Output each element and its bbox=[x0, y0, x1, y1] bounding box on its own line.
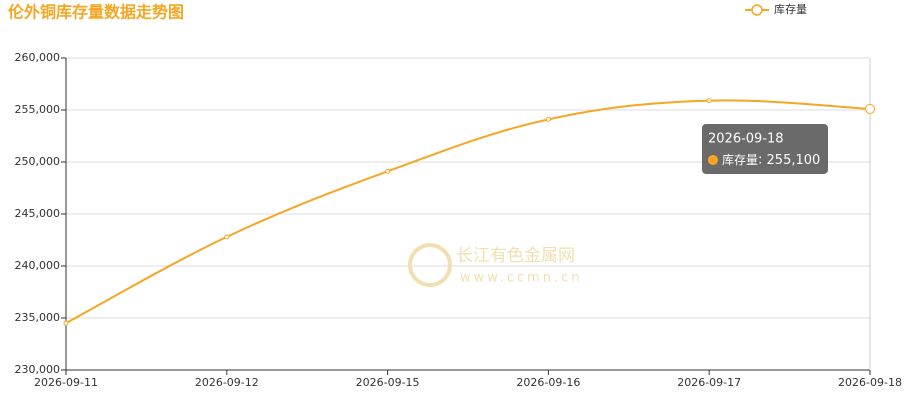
y-tick-label: 250,000 bbox=[15, 155, 61, 168]
x-tick-label: 2026-09-15 bbox=[356, 376, 420, 389]
x-tick-label: 2026-09-18 bbox=[838, 376, 902, 389]
tooltip-title: 2026-09-18 bbox=[708, 131, 784, 146]
watermark-logo bbox=[408, 243, 452, 287]
tooltip: 2026-09-18 库存量: 255,100 bbox=[702, 123, 828, 174]
x-tick-label: 2026-09-11 bbox=[34, 376, 98, 389]
y-tick-label: 230,000 bbox=[15, 363, 61, 376]
tooltip-dot bbox=[708, 154, 718, 165]
y-tick-label: 245,000 bbox=[15, 207, 61, 220]
y-tick-label: 240,000 bbox=[15, 259, 61, 272]
watermark-name: 长江有色金属网 bbox=[456, 246, 575, 266]
tooltip-text: 库存量: 255,100 bbox=[722, 151, 820, 167]
tooltip-series: 库存量 bbox=[722, 151, 758, 166]
point bbox=[224, 234, 230, 240]
point bbox=[63, 320, 69, 326]
legend-marker bbox=[751, 4, 763, 16]
tooltip-value: 255,100 bbox=[767, 152, 821, 167]
point bbox=[385, 168, 391, 174]
line bbox=[65, 99, 871, 325]
x-tick-label: 2026-09-17 bbox=[677, 376, 741, 389]
y-tick-label: 255,000 bbox=[15, 103, 61, 116]
x-tick-label: 2026-09-12 bbox=[195, 376, 259, 389]
tooltip-box bbox=[702, 123, 828, 174]
chart-title: 伦外铜库存量数据走势图 bbox=[8, 3, 184, 22]
point bbox=[706, 98, 712, 104]
legend-label: 库存量 bbox=[774, 2, 807, 16]
y-tick-label: 260,000 bbox=[15, 51, 61, 64]
y-tick-label: 235,000 bbox=[15, 311, 61, 324]
point bbox=[545, 116, 551, 122]
watermark-url: www.ccmn.cn bbox=[460, 271, 583, 286]
point bbox=[865, 103, 875, 114]
x-tick-label: 2026-09-16 bbox=[516, 376, 580, 389]
watermark: 长江有色金属网 www.ccmn.cn bbox=[408, 243, 583, 287]
